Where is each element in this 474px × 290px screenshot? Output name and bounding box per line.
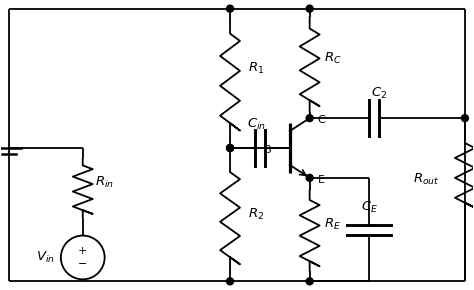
Text: $C_{in}$: $C_{in}$ [247, 117, 266, 132]
Text: $R_E$: $R_E$ [324, 217, 341, 232]
Text: $R_C$: $R_C$ [324, 51, 341, 66]
Text: −: − [78, 260, 87, 269]
Text: B: B [264, 145, 272, 155]
Circle shape [227, 144, 234, 151]
Text: $C_2$: $C_2$ [371, 86, 388, 101]
Circle shape [306, 278, 313, 285]
Text: $R_2$: $R_2$ [248, 207, 264, 222]
Text: +: + [78, 246, 87, 256]
Circle shape [306, 174, 313, 181]
Circle shape [306, 115, 313, 122]
Text: $V_{in}$: $V_{in}$ [36, 250, 55, 265]
Text: C: C [318, 115, 325, 125]
Circle shape [227, 278, 234, 285]
Text: E: E [318, 175, 325, 185]
Text: $C_E$: $C_E$ [361, 200, 378, 215]
Text: $R_{out}$: $R_{out}$ [413, 172, 440, 187]
Circle shape [306, 5, 313, 12]
Text: $R_1$: $R_1$ [248, 61, 264, 76]
Circle shape [227, 144, 234, 151]
Text: $R_{in}$: $R_{in}$ [95, 175, 114, 190]
Circle shape [461, 115, 468, 122]
Circle shape [227, 5, 234, 12]
